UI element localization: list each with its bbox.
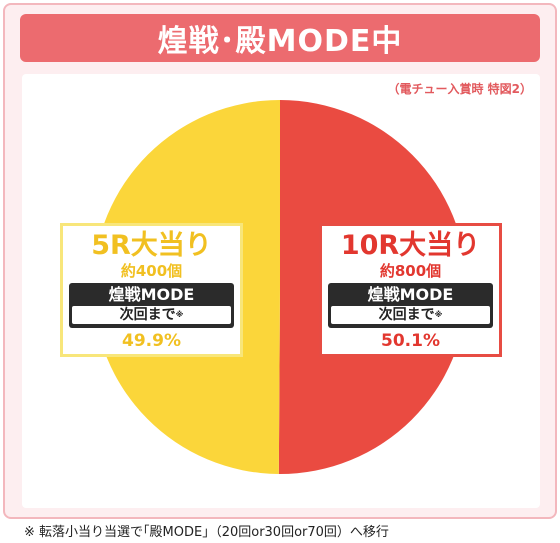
slice-percent-5r: 49.9% [122, 331, 181, 351]
until-text-5r: 次回まで※ [72, 306, 231, 324]
mode-panel-5r: 煌戦MODE 次回まで※ [69, 283, 234, 328]
title-text: 煌戦･殿MODE中 [157, 24, 403, 59]
slice-name-10r: 10R大当り [340, 230, 481, 261]
slice-percent-10r: 50.1% [381, 331, 440, 351]
until-mark-10r: ※ [434, 310, 443, 319]
footnote: ※ 転落小当り当選で｢殿MODE｣（20回or30回or70回）へ移行 [24, 525, 389, 540]
until-text-10r: 次回まで※ [331, 306, 490, 324]
mode-text-10r: 煌戦MODE [367, 285, 454, 304]
slice-label-10r: 10R大当り 約800個 煌戦MODE 次回まで※ 50.1% [319, 223, 502, 357]
slice-count-5r: 約400個 [120, 262, 183, 280]
mode-panel-10r: 煌戦MODE 次回まで※ [328, 283, 493, 328]
until-label-10r: 次回まで [378, 307, 435, 323]
slice-name-5r: 5R大当り [91, 230, 212, 261]
until-label-5r: 次回まで [119, 307, 176, 323]
slice-label-5r: 5R大当り 約400個 煌戦MODE 次回まで※ 49.9% [60, 223, 243, 357]
slice-count-10r: 約800個 [379, 262, 442, 280]
mode-text-5r: 煌戦MODE [108, 285, 195, 304]
page-title: 煌戦･殿MODE中 [20, 14, 540, 62]
until-mark-5r: ※ [175, 310, 184, 319]
subtitle-note: （電チュー入賞時 特図2） [387, 82, 532, 96]
